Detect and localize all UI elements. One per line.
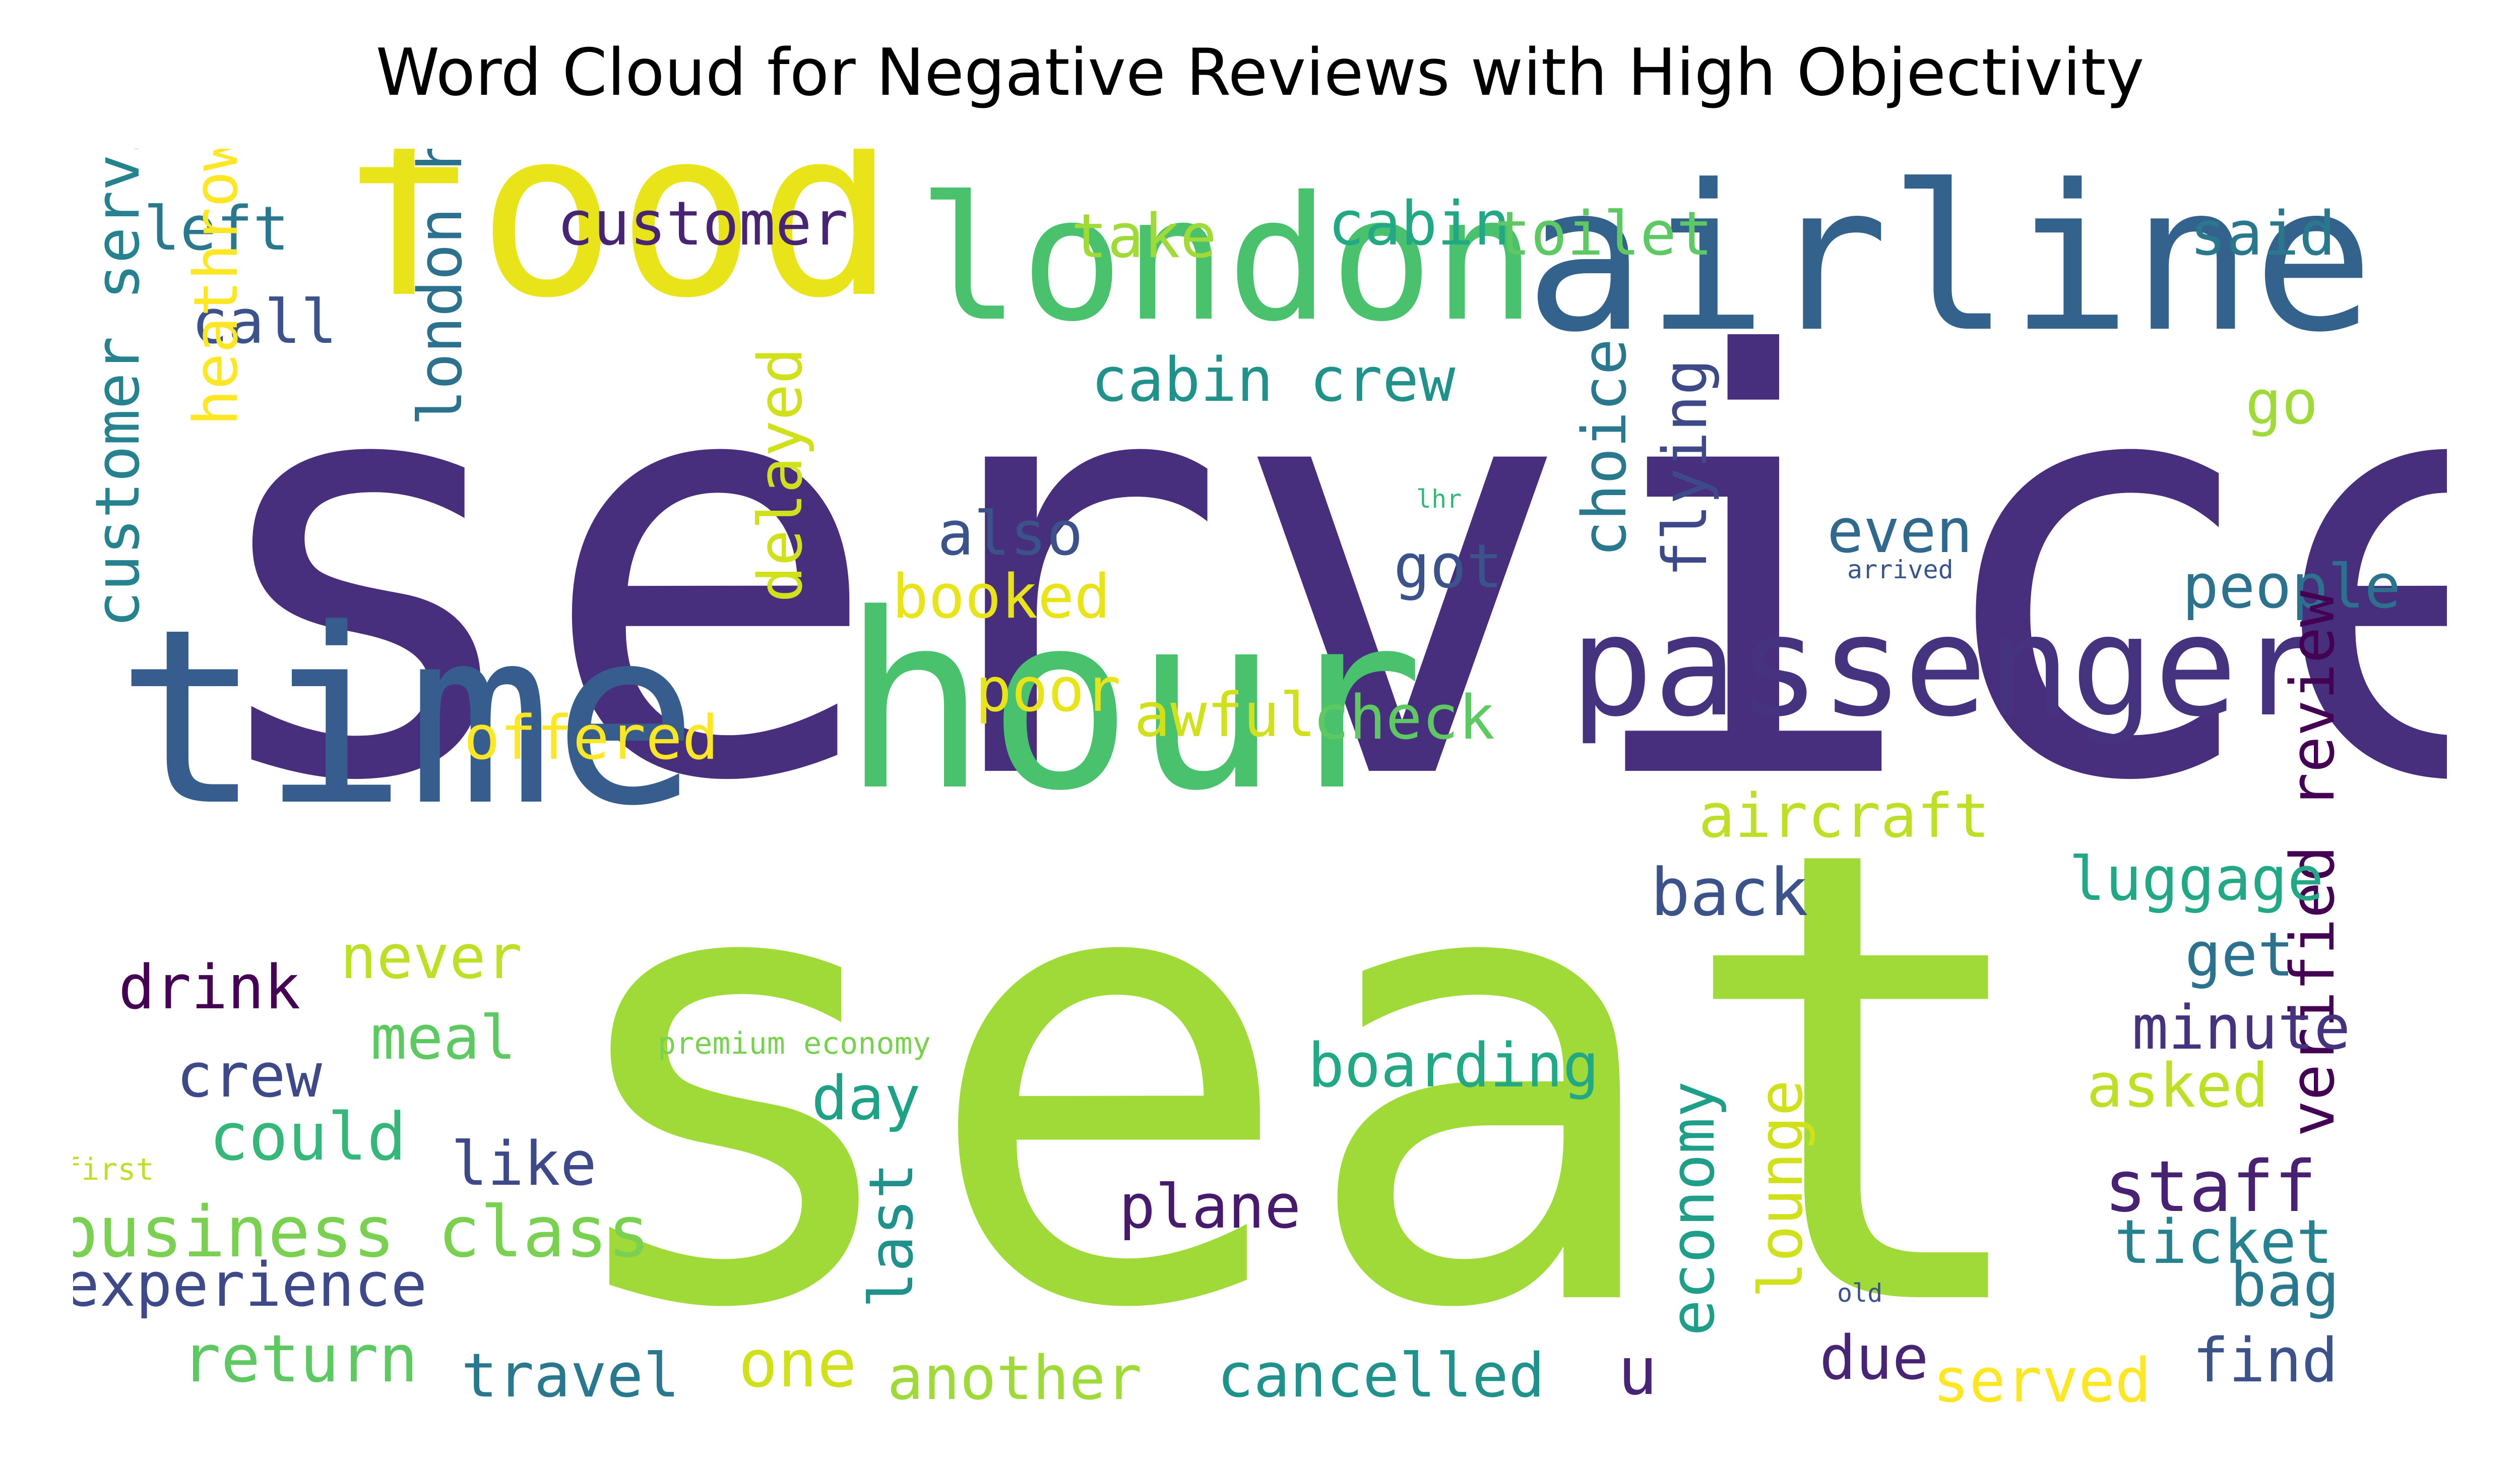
- word-back: back: [1651, 854, 1809, 931]
- word-customer: customer: [557, 189, 848, 259]
- word-bag: bag: [2230, 1250, 2340, 1320]
- word-another: another: [887, 1344, 1142, 1414]
- word-take: take: [1071, 202, 1217, 272]
- chart-title: Word Cloud for Negative Reviews with Hig…: [375, 35, 2145, 110]
- word-meal: meal: [370, 1003, 516, 1073]
- word-first: first: [73, 1152, 154, 1187]
- word-passenger: passenger: [1570, 586, 2321, 747]
- word-could: could: [209, 1099, 407, 1175]
- word-due: due: [1819, 1323, 1929, 1393]
- word-business-class: business class: [73, 1191, 651, 1273]
- word-people: people: [2182, 552, 2401, 622]
- word-day: day: [811, 1064, 921, 1134]
- word-aircraft: aircraft: [1698, 781, 1990, 852]
- word-boarding: boarding: [1308, 1031, 1599, 1101]
- word-find: find: [2192, 1326, 2338, 1396]
- word-service: service: [192, 237, 2447, 906]
- word-poor: poor: [975, 655, 1121, 725]
- word-awful: awful: [1134, 681, 1316, 751]
- word-crew: crew: [176, 1041, 322, 1111]
- word-economy: economy: [1658, 1081, 1728, 1336]
- word-hour: hour: [842, 562, 1424, 844]
- word-booked: booked: [892, 562, 1111, 632]
- word-old: old: [1837, 1279, 1883, 1308]
- word-said: said: [2190, 199, 2336, 269]
- word-even: even: [1827, 497, 1973, 567]
- word-one: one: [738, 1325, 857, 1402]
- word-heathrow: heathrow: [181, 149, 251, 426]
- word-go: go: [2245, 368, 2318, 438]
- word-luggage: luggage: [2069, 844, 2324, 915]
- word-airline: airline: [1525, 149, 2374, 377]
- word-experience: experience: [73, 1250, 427, 1320]
- word-got: got: [1394, 532, 1503, 602]
- word-delayed: delayed: [746, 347, 816, 602]
- word-asked: asked: [2087, 1051, 2269, 1121]
- word-ticket: ticket: [2114, 1207, 2333, 1278]
- word-get: get: [2185, 920, 2294, 990]
- word-staff: staff: [2104, 1146, 2317, 1228]
- word-seat: seat: [544, 717, 2050, 1439]
- word-offered: offered: [464, 703, 719, 773]
- word-food: food: [338, 149, 896, 349]
- word-u: u: [1618, 1333, 1658, 1410]
- word-call: call: [192, 287, 337, 357]
- word-arrived: arrived: [1847, 555, 1954, 584]
- word-cloud: service seat food airline london hour time pass…: [73, 149, 2447, 1439]
- word-like: like: [451, 1129, 597, 1199]
- word-toilet: toilet: [1494, 199, 1713, 269]
- word-flying: flying: [1651, 358, 1721, 577]
- word-served: served: [1933, 1346, 2152, 1416]
- word-cancelled: cancelled: [1217, 1341, 1545, 1411]
- word-lounge: lounge: [1746, 1079, 1816, 1298]
- word-premium-economy: premium economy: [658, 1026, 931, 1061]
- word-customer-service: customer service: [83, 149, 153, 628]
- word-travel: travel: [461, 1341, 680, 1411]
- word-minute: minute: [2132, 993, 2351, 1063]
- word-london: london: [917, 160, 1537, 359]
- word-choice: choice: [1570, 338, 1640, 557]
- word-last: last: [857, 1163, 927, 1308]
- word-check: check: [1313, 683, 1495, 753]
- word-drink: drink: [118, 953, 301, 1023]
- word-return: return: [181, 1320, 418, 1397]
- word-cabin: cabin: [1328, 189, 1510, 259]
- word-left: left: [144, 194, 289, 264]
- word-lhr: lhr: [1416, 484, 1462, 514]
- word-cabin-crew: cabin crew: [1091, 345, 1456, 415]
- word-plane: plane: [1119, 1172, 1301, 1242]
- word-time: time: [116, 577, 699, 859]
- word-never: never: [340, 923, 523, 993]
- word-london-heathrow: london heathrow: [406, 149, 476, 426]
- word-also: also: [937, 499, 1083, 569]
